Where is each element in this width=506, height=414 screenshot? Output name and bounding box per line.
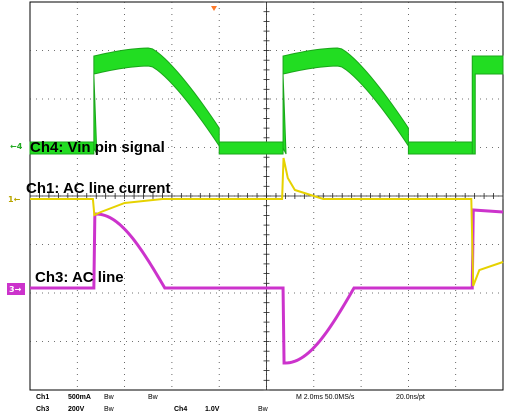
ch1-trace: [30, 157, 504, 287]
ch1-bw: Bw: [104, 394, 115, 401]
svg-text:3→: 3→: [9, 285, 22, 294]
ch2-bw: Bw: [148, 394, 159, 401]
waveform-traces: [29, 47, 504, 365]
ch4-bw: Bw: [258, 406, 269, 413]
ch3-annotation: Ch3: AC line: [35, 269, 124, 286]
status-bar: Ch1 500mA Bw Bw Ch3 200V Bw Ch4 1.0V Bw …: [36, 394, 425, 413]
ch1-annotation: Ch1: AC line current: [26, 180, 170, 197]
ch3-scale: 200V: [68, 406, 85, 413]
ch4-scale: 1.0V: [205, 406, 220, 413]
ch1-name: Ch1: [36, 394, 49, 401]
ch3-bw: Bw: [104, 406, 115, 413]
graticule: [29, 1, 504, 391]
ch4-annotation: Ch4: Vin pin signal: [30, 139, 165, 156]
trigger-position-marker: [211, 6, 217, 11]
ch1-ground-marker: 1←: [8, 195, 21, 204]
sample-interval-readout: 20.0ns/pt: [396, 394, 425, 401]
ch3-name: Ch3: [36, 406, 49, 413]
ch4-name: Ch4: [174, 406, 187, 413]
ch4-ground-marker: ←4: [10, 142, 23, 151]
ch3-ground-marker: [7, 283, 25, 295]
timebase-readout: M 2.0ms 50.0MS/s: [296, 394, 355, 401]
ch4-trace: [29, 47, 504, 155]
ch1-scale: 500mA: [68, 394, 91, 401]
ch3-trace: [30, 208, 504, 365]
